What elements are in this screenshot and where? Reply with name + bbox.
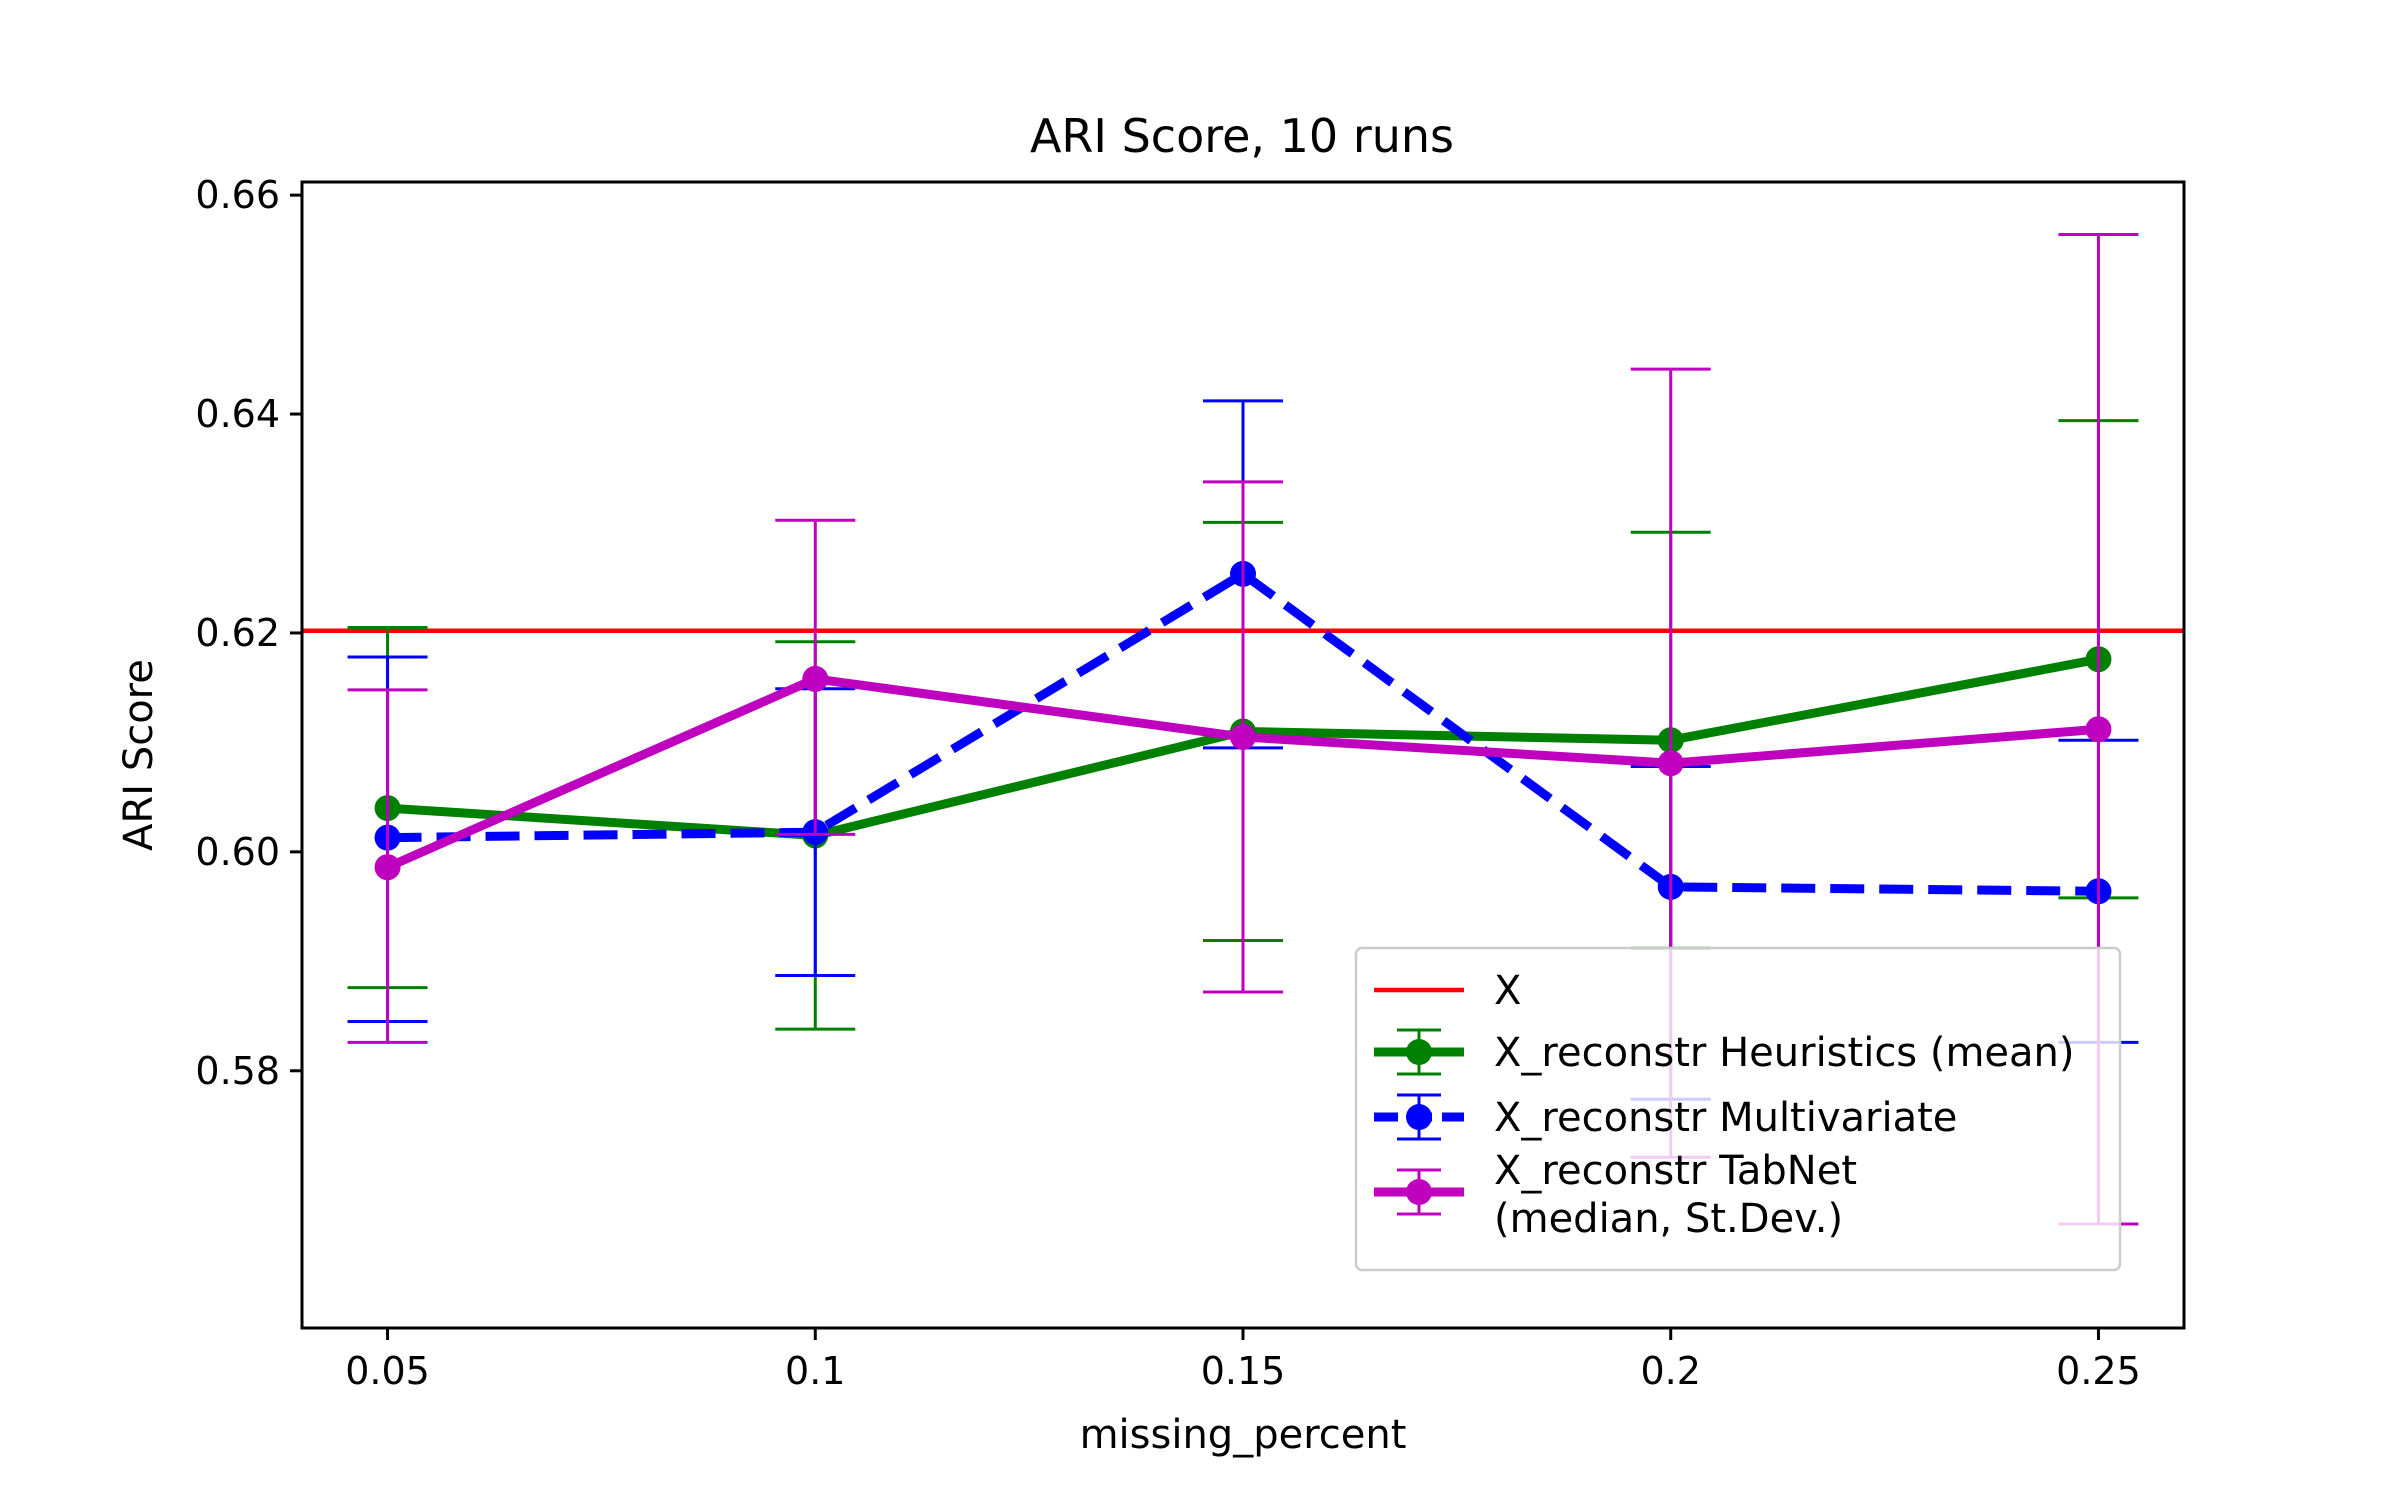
- series-3-point-5: [2085, 716, 2112, 743]
- y-tick-label-4: 0.64: [195, 392, 280, 436]
- x-axis-ticks: 0.05 0.1 0.15 0.2 0.25: [345, 1328, 2141, 1393]
- legend-label-3-line-2: (median, St.Dev.): [1494, 1196, 1843, 1242]
- y-tick-label-2: 0.60: [195, 830, 280, 874]
- legend-entry-2: X_reconstr Multivariate: [1374, 1093, 1957, 1141]
- x-tick-label-3: 0.15: [1201, 1349, 1286, 1393]
- y-tick-label-5: 0.66: [195, 173, 280, 217]
- series-3-point-1: [374, 854, 401, 881]
- legend-marker-3: [1406, 1179, 1432, 1205]
- y-axis-label: ARI Score: [116, 659, 162, 851]
- series-2-line: [387, 569, 2099, 896]
- y-tick-label-3: 0.62: [195, 611, 280, 655]
- legend-entry-1: X_reconstr Heuristics (mean): [1374, 1028, 2075, 1076]
- legend-entry-3: X_reconstr TabNet(median, St.Dev.): [1374, 1148, 1857, 1242]
- chart-title: ARI Score, 10 runs: [1030, 109, 1454, 163]
- series-3-point-4: [1657, 750, 1684, 777]
- y-axis-ticks: 0.58 0.60 0.62 0.64 0.66: [195, 173, 302, 1093]
- x-tick-label-5: 0.25: [2056, 1349, 2141, 1393]
- legend-label-x: X: [1494, 968, 1521, 1014]
- legend-box: [1354, 946, 2122, 1272]
- legend-marker-2: [1406, 1104, 1432, 1130]
- x-tick-label-1: 0.05: [345, 1349, 430, 1393]
- legend-label-3-line-1: X_reconstr TabNet: [1494, 1148, 1857, 1194]
- legend-marker-1: [1406, 1039, 1432, 1065]
- x-tick-label-2: 0.1: [785, 1349, 845, 1393]
- legend: X X_reconstr Heuristics (mean) X_reconstr …: [1354, 946, 2122, 1272]
- y-tick-label-1: 0.58: [195, 1049, 280, 1093]
- legend-label-2: X_reconstr Multivariate: [1494, 1095, 1957, 1141]
- series-3-point-3: [1230, 723, 1256, 750]
- x-axis-label: missing_percent: [1080, 1412, 1407, 1458]
- series-3-point-2: [802, 665, 829, 692]
- x-tick-label-4: 0.2: [1641, 1349, 1701, 1393]
- legend-label-1: X_reconstr Heuristics (mean): [1494, 1030, 2075, 1076]
- plot-area: [302, 233, 2184, 1226]
